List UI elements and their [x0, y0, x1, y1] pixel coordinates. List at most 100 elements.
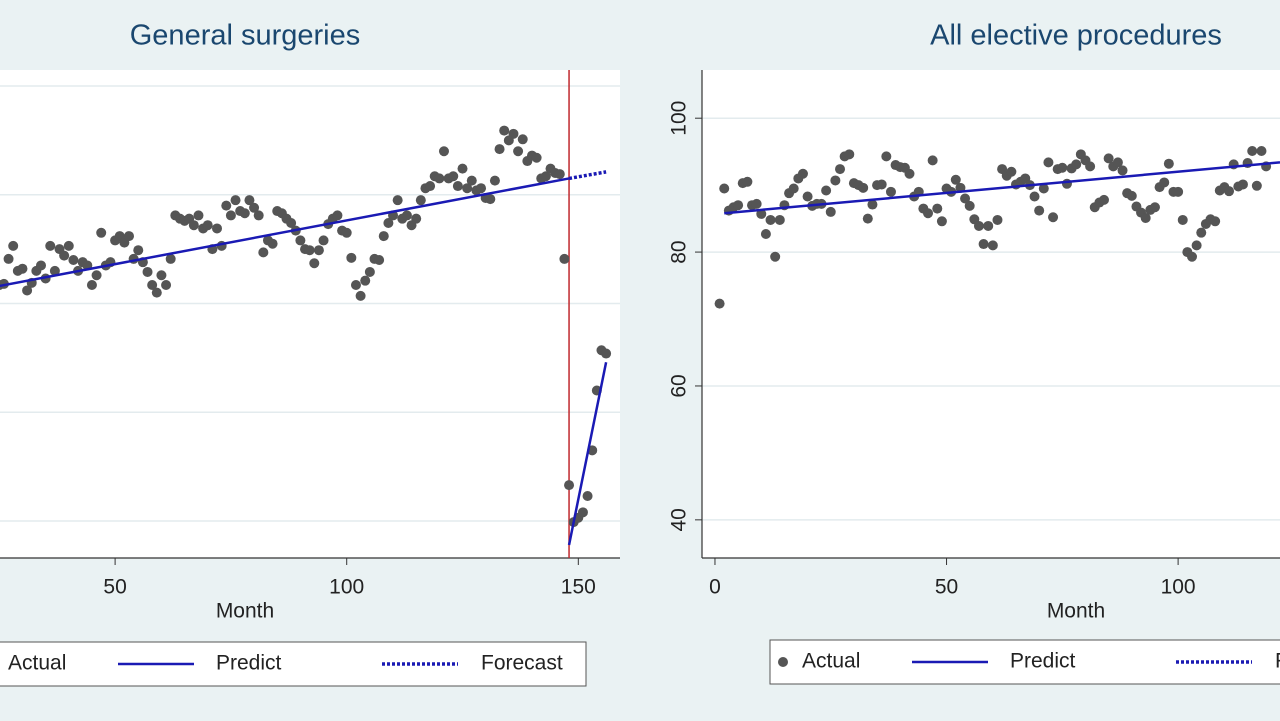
data-point: [1085, 161, 1096, 172]
data-point: [1177, 214, 1188, 225]
data-point: [244, 195, 255, 206]
data-point: [45, 240, 56, 251]
data-point: [751, 198, 762, 209]
data-point: [462, 183, 473, 194]
x-tick-label: 100: [1161, 576, 1196, 599]
data-point: [559, 253, 570, 264]
legend-label: Forecast: [481, 652, 563, 675]
legend-box: [769, 639, 1280, 685]
data-point: [448, 171, 459, 182]
x-axis-title: Month: [216, 600, 274, 623]
x-axis-title: Month: [1047, 600, 1105, 623]
data-point: [821, 185, 832, 196]
data-point: [59, 250, 70, 261]
data-point: [1126, 190, 1137, 201]
data-point: [165, 253, 176, 264]
data-point: [476, 183, 487, 194]
y-tick-label: 40: [668, 508, 691, 531]
data-point: [601, 348, 612, 359]
data-point: [1224, 186, 1235, 197]
data-point: [249, 202, 260, 213]
data-point: [983, 220, 994, 231]
data-point: [1103, 153, 1114, 164]
data-point: [193, 210, 204, 221]
data-point: [517, 134, 528, 145]
data-point: [341, 227, 352, 238]
data-point: [17, 263, 28, 274]
data-point: [788, 183, 799, 194]
data-point: [733, 200, 744, 211]
data-point: [932, 203, 943, 214]
data-point: [142, 266, 153, 277]
data-point: [8, 240, 19, 251]
data-point: [1029, 191, 1040, 202]
data-point: [91, 270, 102, 281]
data-point: [332, 210, 343, 221]
data-point: [1099, 194, 1110, 205]
data-point: [309, 258, 320, 269]
data-point: [415, 195, 426, 206]
data-point: [973, 220, 984, 231]
data-point: [156, 270, 167, 281]
data-point: [554, 169, 565, 180]
data-point: [68, 255, 79, 266]
data-point: [876, 179, 887, 190]
data-point: [1057, 162, 1068, 173]
plot-area: [0, 70, 620, 558]
data-point: [1256, 145, 1267, 156]
data-point: [466, 175, 477, 186]
data-point: [1251, 180, 1262, 191]
x-tick-label: 50: [935, 576, 958, 599]
data-point: [364, 266, 375, 277]
data-point: [151, 287, 162, 298]
data-point: [1006, 166, 1017, 177]
data-point: [1173, 186, 1184, 197]
data-point: [225, 210, 236, 221]
data-point: [350, 280, 361, 291]
data-point: [719, 183, 730, 194]
x-tick-label: 0: [709, 576, 721, 599]
data-point: [221, 200, 232, 211]
predict-line: [724, 161, 1280, 215]
x-tick-label: 50: [103, 576, 126, 599]
data-point: [1112, 157, 1123, 168]
data-point: [904, 168, 915, 179]
data-point: [188, 220, 199, 231]
x-tick-label: 150: [561, 576, 596, 599]
data-point: [318, 235, 329, 246]
data-point: [35, 260, 46, 271]
legend-label: Predict: [216, 652, 282, 675]
data-point: [286, 218, 297, 229]
data-point: [1159, 177, 1170, 188]
chart-title: All elective procedures: [930, 20, 1222, 52]
data-point: [267, 238, 278, 249]
data-point: [936, 216, 947, 227]
data-point: [411, 213, 422, 224]
data-point: [378, 231, 389, 242]
data-point: [161, 280, 172, 291]
legend-label: Actual: [802, 650, 860, 673]
data-point: [1149, 202, 1160, 213]
chart-title: General surgeries: [130, 20, 361, 52]
y-tick-label: 60: [668, 374, 691, 397]
legend-label: Predict: [1010, 650, 1076, 673]
data-point: [304, 245, 315, 256]
data-point: [452, 181, 463, 192]
data-point: [438, 146, 449, 157]
data-point: [485, 194, 496, 205]
data-point: [1237, 179, 1248, 190]
data-point: [964, 200, 975, 211]
data-point: [133, 245, 144, 256]
data-point: [1191, 240, 1202, 251]
data-point: [360, 275, 371, 286]
data-point: [374, 255, 385, 266]
x-tick-label: 100: [329, 576, 364, 599]
data-point: [1034, 205, 1045, 216]
data-point: [577, 507, 588, 518]
data-point: [1163, 158, 1174, 169]
data-point: [22, 285, 33, 296]
data-point: [923, 208, 934, 219]
data-point: [987, 240, 998, 251]
